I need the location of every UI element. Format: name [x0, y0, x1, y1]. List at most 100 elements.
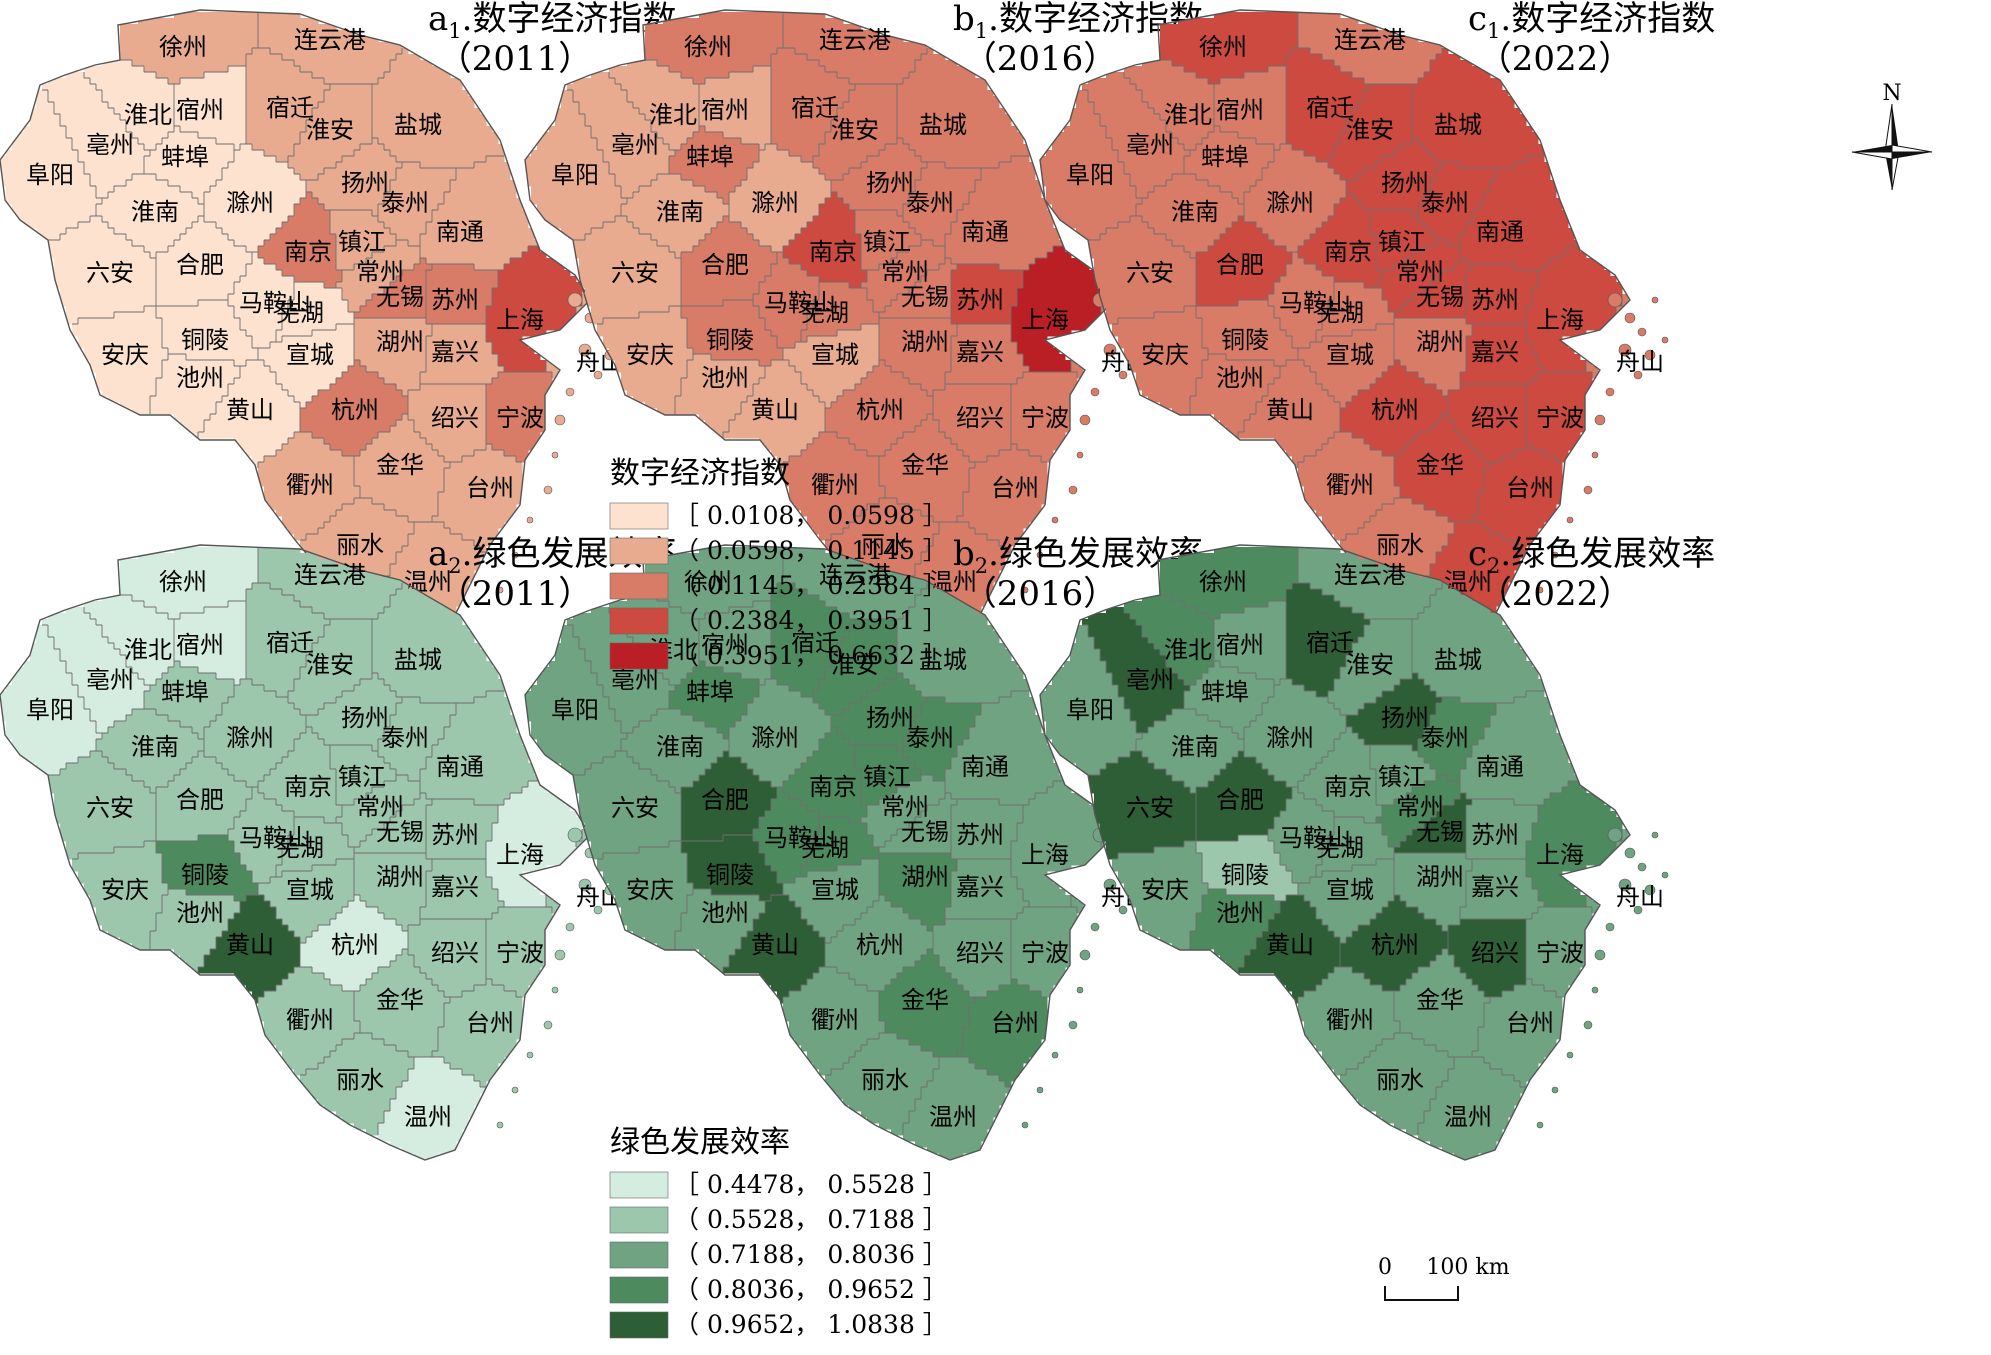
island-zhoushan	[526, 516, 534, 524]
city-label: 苏州	[1471, 286, 1519, 314]
city-label: 芜湖	[801, 299, 849, 327]
city-boundaries	[1082, 547, 1623, 1135]
island-zhoushan	[593, 370, 603, 380]
legend-swatch	[609, 537, 669, 565]
city-region-扬州	[831, 673, 928, 752]
city-label: 淮南	[1171, 198, 1219, 226]
city-label: 宿州	[701, 631, 749, 659]
city-label: 泰州	[906, 189, 954, 217]
city-region-宿迁	[246, 48, 331, 163]
city-label: 嘉兴	[1471, 338, 1519, 366]
city-label: 徐州	[1199, 33, 1247, 61]
city-region-池州	[1190, 354, 1281, 439]
city-region-苏州	[951, 799, 1024, 860]
island-zhoushan	[554, 414, 566, 426]
city-label: 嘉兴	[431, 338, 479, 366]
city-region-亳州	[42, 607, 151, 734]
island-zhoushan	[543, 485, 553, 495]
city-region-六安	[1088, 751, 1197, 860]
city-region-泰州	[903, 162, 982, 247]
city-region-盐城	[1412, 583, 1545, 704]
city-region-宁波	[1011, 372, 1078, 463]
city-label: 黄山	[751, 931, 799, 959]
city-label: 芜湖	[1316, 834, 1364, 862]
island-zhoushan	[1021, 586, 1029, 594]
region-outline	[524, 544, 1116, 1161]
city-label: 绍兴	[431, 939, 479, 967]
city-label: 合肥	[701, 786, 749, 814]
city-label: 六安	[86, 794, 134, 822]
city-region-镇江	[855, 745, 922, 806]
city-label: 六安	[611, 794, 659, 822]
city-label: 滁州	[751, 724, 799, 752]
city-region-绍兴	[933, 919, 1012, 998]
city-region-徐州	[120, 547, 259, 620]
city-region-无锡	[1394, 793, 1473, 854]
city-label: 宣城	[1326, 341, 1374, 369]
city-label: 金华	[376, 451, 424, 479]
island-zhoushan	[578, 343, 592, 357]
city-region-宿州	[1214, 601, 1287, 686]
city-label: 宿迁	[791, 629, 839, 657]
city-label: 淮北	[1164, 636, 1212, 664]
city-label: 苏州	[431, 286, 479, 314]
city-label: 池州	[701, 899, 749, 927]
city-label: 扬州	[866, 169, 914, 197]
city-label: 滁州	[1266, 189, 1314, 217]
city-label: 温州	[404, 1103, 452, 1131]
city-label: 镇江	[863, 228, 911, 256]
city-region-台州	[432, 444, 523, 553]
city-label: 阜阳	[26, 696, 74, 724]
city-label: 连云港	[294, 561, 366, 589]
panel-year: （2016）	[963, 39, 1118, 79]
city-label: 淮安	[1346, 116, 1394, 144]
city-region-蚌埠	[1184, 661, 1275, 740]
city-label: 扬州	[1381, 704, 1429, 732]
north-arrow-icon	[1851, 103, 1933, 191]
city-label: 亳州	[1126, 666, 1174, 694]
city-label: 蚌埠	[686, 143, 734, 171]
city-region-宿迁	[771, 583, 856, 698]
island-zhoushan	[1036, 551, 1044, 559]
city-label: 无锡	[1416, 283, 1464, 311]
city-region-黄山	[723, 360, 826, 469]
city-region-徐州	[1160, 547, 1299, 620]
city-region-南京	[1298, 727, 1383, 824]
city-label: 湖州	[901, 328, 949, 356]
city-region-滁州	[729, 144, 832, 253]
city-label: 湖州	[901, 863, 949, 891]
city-label: 淮北	[124, 636, 172, 664]
city-label: 扬州	[341, 169, 389, 197]
city-region-六安	[1088, 216, 1197, 325]
legend-label: （ 0.0598， 0.1145 ］	[674, 536, 948, 565]
city-region-宿迁	[1286, 583, 1371, 698]
scale-end: 100 km	[1426, 1255, 1509, 1280]
city-region-南京	[258, 727, 343, 824]
city-region-池州	[150, 889, 241, 974]
city-label: 亳州	[1126, 131, 1174, 159]
city-label: 泰州	[1421, 724, 1469, 752]
city-label: 杭州	[331, 396, 379, 424]
city-label: 六安	[611, 259, 659, 287]
city-region-徐州	[645, 547, 784, 620]
city-region-六安	[48, 216, 157, 325]
city-label: 六安	[1126, 794, 1174, 822]
city-region-嘉兴	[945, 324, 1030, 385]
island-zhoushan	[1090, 922, 1100, 932]
city-region-上海	[1526, 246, 1623, 373]
island-zhoushan	[1551, 551, 1559, 559]
city-region-盐城	[372, 48, 505, 169]
city-label: 徐州	[159, 33, 207, 61]
city-region-无锡	[879, 258, 958, 319]
city-label: 衢州	[1326, 1006, 1374, 1034]
city-region-宿州	[699, 66, 772, 151]
legend-swatch	[609, 1206, 669, 1234]
city-region-铜陵	[156, 835, 259, 902]
legend-digital: 数字经济指数 ［ 0.0108， 0.0598 ］ （ 0.0598， 0.1145…	[609, 456, 948, 670]
island-zhoushan	[1624, 847, 1636, 859]
city-region-常州	[336, 240, 421, 313]
city-label: 温州	[929, 1103, 977, 1131]
scale-bar: 0 100 km	[1378, 1255, 1510, 1301]
